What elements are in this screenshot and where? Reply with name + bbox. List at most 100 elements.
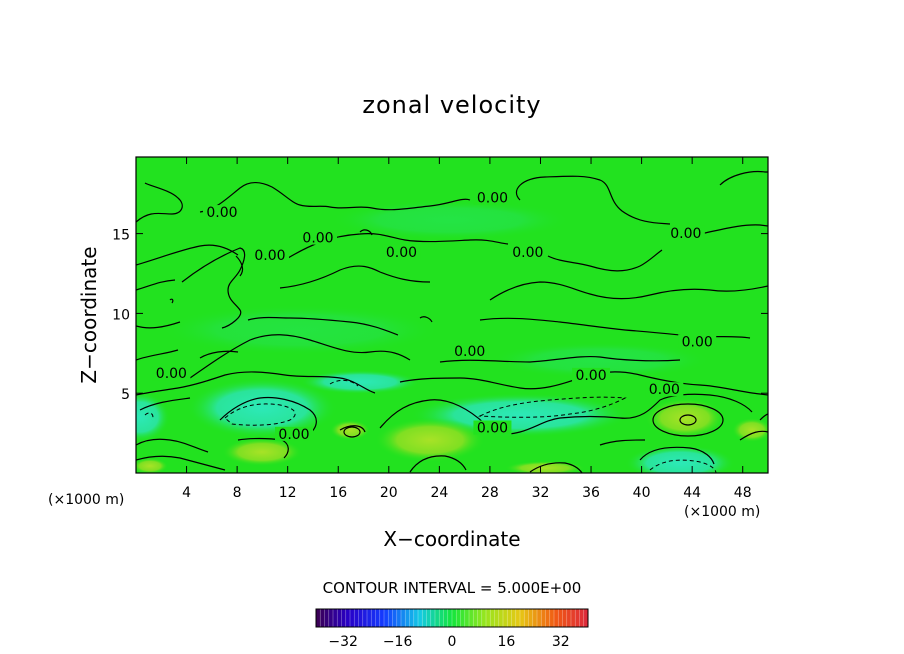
contour-label: 0.00 <box>278 427 309 443</box>
colorbar-cell <box>464 609 470 627</box>
colorbar-cell <box>452 609 457 627</box>
color-field <box>136 200 768 473</box>
contour-label: 0.00 <box>649 382 680 398</box>
colorbar-cell <box>341 609 346 627</box>
colorbar-cell <box>481 609 487 627</box>
colorbar-cell <box>549 609 555 627</box>
colorbar-cell <box>575 609 580 627</box>
contour-label: 0.00 <box>670 226 701 242</box>
chart-title: zonal velocity <box>362 91 541 119</box>
contour-label-bg <box>666 225 705 240</box>
colorbar-cell <box>579 609 584 627</box>
colorbar-cell <box>532 609 538 627</box>
colorbar-tick-label: 16 <box>497 634 515 650</box>
contour-labels: 0.00 0.00 0.00 0.00 0.00 0.00 0.00 0.00 0.00 0.00… <box>152 190 717 443</box>
contour-label: 0.00 <box>477 421 508 437</box>
colorbar-cell <box>545 609 550 627</box>
colorbar-cell <box>511 609 516 627</box>
contour-label-bg <box>678 334 717 349</box>
contour-label-bg <box>202 205 241 220</box>
colorbar-cell <box>345 609 351 627</box>
contour-label: 0.00 <box>575 368 606 384</box>
colorbar-cell <box>477 609 482 627</box>
colorbar-cell <box>439 609 444 627</box>
colorbar-tick-label: 0 <box>448 634 457 650</box>
contour-label-bg <box>450 343 489 358</box>
colorbar-frame <box>315 608 589 628</box>
y-tick-label: 5 <box>121 387 130 403</box>
contour-label: 0.00 <box>512 245 543 261</box>
colorbar-cell <box>328 609 334 627</box>
colorbar-cell <box>498 609 504 627</box>
colorbar-cell <box>435 609 440 627</box>
colorbar-cell <box>524 609 529 627</box>
contour-label-bg <box>473 190 512 205</box>
colorbar-cells <box>316 609 589 627</box>
colorbar-cell <box>388 609 393 627</box>
contour-label: 0.00 <box>206 205 237 221</box>
contour-label: 0.00 <box>386 245 417 261</box>
colorbar-cell <box>430 609 436 627</box>
contour-label-bg <box>473 420 512 435</box>
colorbar-cell <box>418 609 423 627</box>
colorbar-cell <box>507 609 512 627</box>
x-axis-title: X−coordinate <box>383 527 520 551</box>
colorbar-cell <box>566 609 572 627</box>
x-tick-label: 44 <box>683 485 701 501</box>
x-tick-label: 40 <box>633 485 651 501</box>
x-tick-label: 24 <box>430 485 448 501</box>
colorbar-cell <box>379 609 385 627</box>
x-tick-label: 32 <box>532 485 550 501</box>
colorbar-cell <box>426 609 431 627</box>
contour-label: 0.00 <box>682 334 713 350</box>
contour-label-bg <box>299 230 338 245</box>
y-axis-unit: (×1000 m) <box>48 492 124 508</box>
colorbar-cell <box>558 609 563 627</box>
contour-label: 0.00 <box>454 344 485 360</box>
colorbar-cell <box>503 609 508 627</box>
colorbar-cell <box>583 609 589 627</box>
colorbar-cell <box>316 609 321 627</box>
y-axis-title: Z−coordinate <box>77 246 101 383</box>
colorbar-cell <box>460 609 465 627</box>
contour-label-bg <box>508 244 547 259</box>
colorbar-cell <box>562 609 567 627</box>
colorbar-cell <box>554 609 559 627</box>
x-axis-unit: (×1000 m) <box>684 504 760 520</box>
colorbar-cell <box>371 609 376 627</box>
contour-label: 0.00 <box>477 191 508 207</box>
colorbar-cell <box>413 609 419 627</box>
colorbar-cell <box>333 609 338 627</box>
contour-label-bg <box>572 367 611 382</box>
colorbar-cell <box>401 609 406 627</box>
colorbar-cell <box>528 609 533 627</box>
colorbar-cell <box>571 609 576 627</box>
colorbar-cell <box>409 609 414 627</box>
colorbar-cell <box>486 609 491 627</box>
x-tick-label: 20 <box>380 485 398 501</box>
colorbar-cell <box>541 609 546 627</box>
colorbar-cell <box>337 609 342 627</box>
x-ticks: 4 8 12 16 20 24 28 32 36 40 44 48 <box>182 157 752 501</box>
colorbar-ticks: −32 −16 0 16 32 <box>328 634 569 650</box>
contour-label-bg <box>645 382 684 397</box>
contour-label: 0.00 <box>254 248 285 264</box>
contour-interval-label: CONTOUR INTERVAL = 5.000E+00 <box>323 579 582 597</box>
contour-label-bg <box>382 244 421 259</box>
contour-label: 0.00 <box>156 366 187 382</box>
colorbar-cell <box>443 609 448 627</box>
y-tick-label: 10 <box>112 307 130 323</box>
colorbar-cell <box>362 609 368 627</box>
colorbar-tick-label: −32 <box>328 634 358 650</box>
x-tick-label: 36 <box>582 485 600 501</box>
colorbar-tick-label: −16 <box>383 634 413 650</box>
colorbar-cell <box>320 609 325 627</box>
colorbar: −32 −16 0 16 32 <box>315 608 589 650</box>
colorbar-tick-label: 32 <box>552 634 570 650</box>
colorbar-cell <box>350 609 355 627</box>
colorbar-cell <box>473 609 478 627</box>
colorbar-cell <box>469 609 474 627</box>
contour-label-bg <box>250 248 289 263</box>
colorbar-cell <box>422 609 427 627</box>
